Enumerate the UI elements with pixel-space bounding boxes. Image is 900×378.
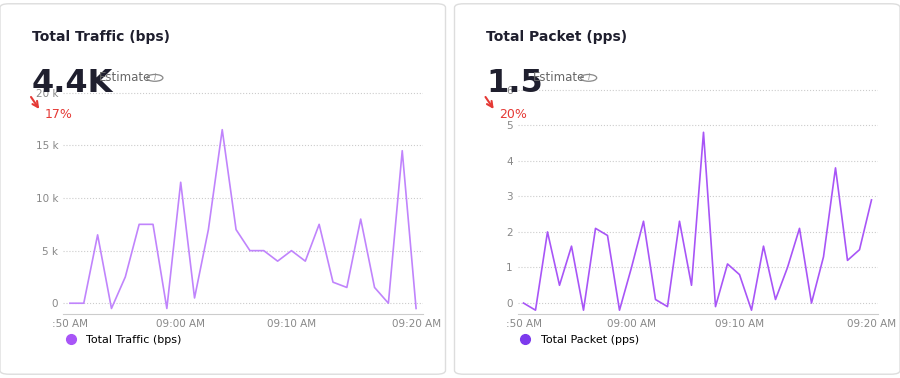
Text: 17%: 17% [45, 108, 73, 121]
Text: i: i [588, 73, 590, 82]
Legend: Total Packet (pps): Total Packet (pps) [514, 335, 639, 345]
Text: Total Packet (pps): Total Packet (pps) [486, 30, 627, 44]
Text: Estimate: Estimate [533, 71, 585, 84]
Text: Total Traffic (bps): Total Traffic (bps) [32, 30, 169, 44]
Text: i: i [154, 73, 156, 82]
Text: Estimate: Estimate [99, 71, 151, 84]
Legend: Total Traffic (bps): Total Traffic (bps) [59, 335, 182, 345]
Text: 20%: 20% [500, 108, 527, 121]
Text: 1.5: 1.5 [486, 68, 543, 99]
Text: 4.4K: 4.4K [32, 68, 112, 99]
